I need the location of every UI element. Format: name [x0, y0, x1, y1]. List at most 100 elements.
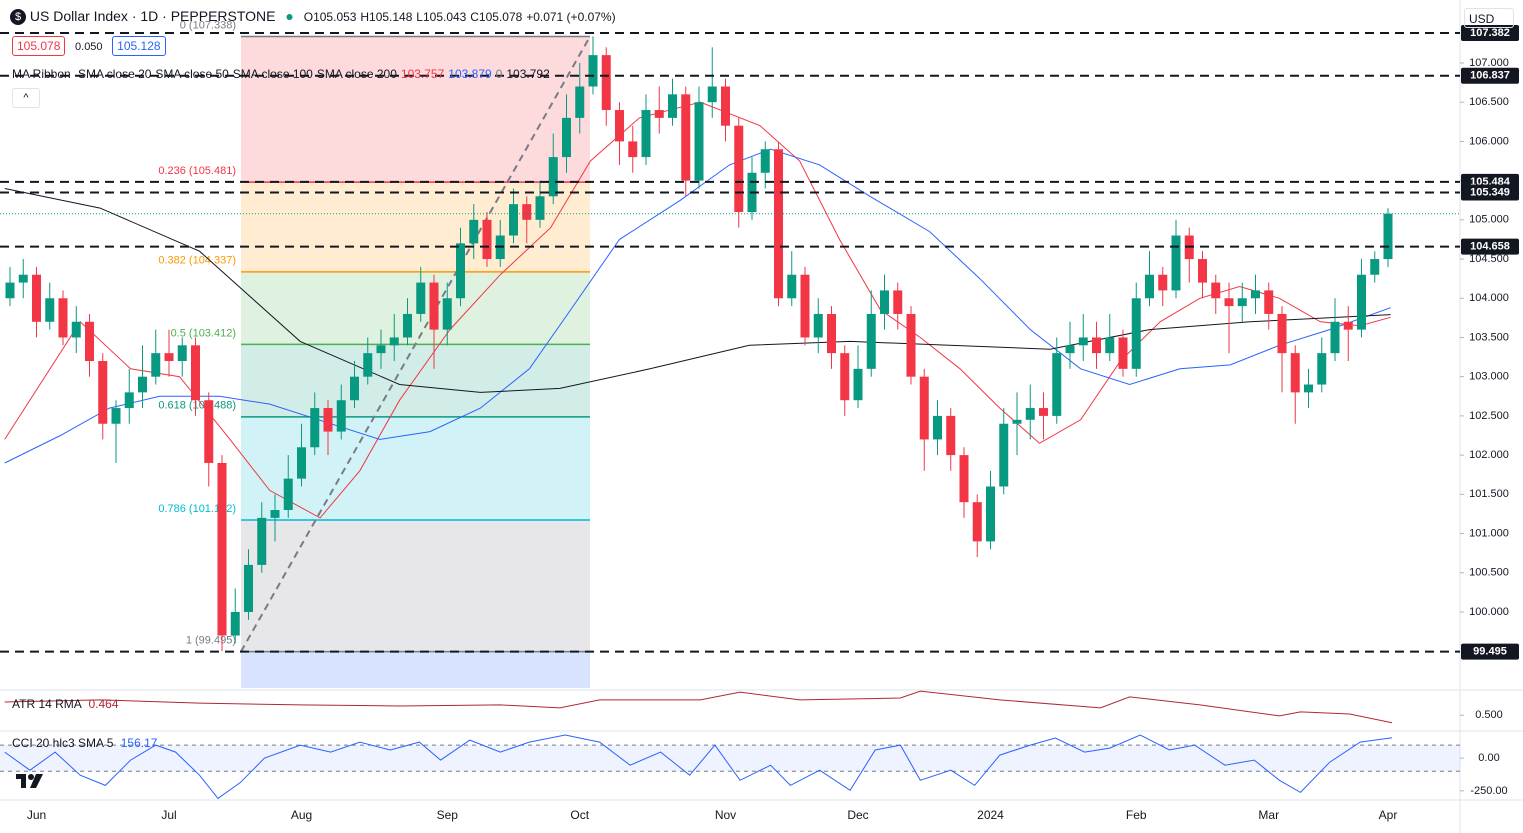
y-tick-label: 103.500	[1469, 331, 1509, 343]
candle-body	[760, 149, 770, 173]
symbol: US Dollar Index · 1D · PEPPERSTONE	[29, 8, 276, 24]
candle-body	[880, 290, 890, 314]
candle-body	[32, 274, 42, 322]
candle-body	[5, 282, 15, 299]
candle-body	[853, 368, 863, 401]
tv-logo	[16, 774, 43, 788]
candle-body	[45, 298, 55, 322]
candle-body	[1198, 259, 1208, 283]
candle-body	[946, 415, 956, 456]
ma-name: SMA close 20	[78, 67, 152, 81]
candle-body	[721, 86, 731, 126]
candle-body	[681, 94, 691, 181]
candle-body	[1370, 259, 1380, 275]
candle-body	[893, 290, 903, 314]
candle-body	[244, 564, 254, 612]
candle-body	[800, 274, 810, 338]
cci-title: CCI 20 hlc3 SMA 5	[12, 736, 114, 750]
fib-label: 0 (107.338)	[180, 19, 236, 31]
candle-body	[257, 517, 267, 565]
level-label-bg	[1461, 238, 1519, 255]
fib-label: 0.236 (105.481)	[158, 165, 236, 177]
ohlc-open: O105.053	[303, 10, 357, 24]
candle-body	[694, 102, 704, 181]
collapse-button[interactable]: ^	[12, 88, 40, 108]
y-tick-label: 102.000	[1469, 449, 1509, 461]
ma-name: SMA close 200	[316, 67, 397, 81]
candle-body	[840, 353, 850, 401]
candle-body	[522, 204, 532, 220]
y-tick-label: 101.000	[1469, 527, 1509, 539]
candle-body	[363, 353, 373, 377]
currency-select[interactable]: USD	[1464, 8, 1514, 28]
status-dot: ●	[285, 8, 294, 24]
candle-body	[999, 423, 1009, 487]
candle-body	[548, 157, 558, 197]
ohlc-change: +0.071 (+0.07%)	[526, 10, 616, 24]
y-tick-label: 104.500	[1469, 253, 1509, 265]
candle-body	[58, 298, 68, 338]
level-label: 106.837	[1470, 70, 1510, 82]
candle-body	[98, 360, 108, 424]
level-label: 107.382	[1470, 27, 1510, 39]
candle-body	[787, 274, 797, 299]
candle-body	[1304, 384, 1313, 393]
candle-body	[628, 141, 638, 158]
candle-body	[919, 376, 929, 440]
ohlc-close: C105.078	[470, 10, 523, 24]
cci-legend: CCI 20 hlc3 SMA 5 156.17	[12, 736, 157, 750]
fib-band	[241, 416, 590, 521]
candle-body	[85, 321, 95, 361]
fib-label: 0.382 (104.337)	[158, 255, 236, 267]
candle-body	[1158, 274, 1168, 291]
candle-body	[177, 345, 187, 361]
candle-body	[1290, 353, 1300, 393]
level-label-bg	[1461, 643, 1519, 660]
candle-body	[1039, 408, 1049, 416]
candle-body	[1065, 345, 1075, 354]
ohlc-high: H105.148	[360, 10, 413, 24]
level-label-bg	[1461, 25, 1519, 42]
x-tick-label: Apr	[1379, 808, 1398, 822]
x-tick-label: Jun	[27, 808, 46, 822]
candle-body	[588, 55, 598, 87]
ma-title: MA Ribbon	[12, 67, 71, 81]
candle-body	[827, 313, 837, 354]
x-tick-label: Mar	[1258, 808, 1279, 822]
candle-body	[350, 376, 360, 401]
fib-label: 0.5 (103.412)	[171, 327, 236, 339]
ask[interactable]: 105.128	[112, 36, 166, 56]
level-label-bg	[1461, 67, 1519, 84]
candle-body	[336, 400, 346, 432]
ma-line	[4, 101, 1391, 519]
atr-line	[4, 690, 1393, 724]
y-tick-label: 100.500	[1469, 567, 1509, 579]
y-tick-label: 103.000	[1469, 371, 1509, 383]
fib-band	[241, 520, 590, 652]
fib-band	[241, 344, 590, 417]
ohlc-low: L105.043	[416, 10, 467, 24]
candle-body	[1211, 282, 1221, 299]
candle-body	[217, 462, 227, 636]
candle-body	[1356, 274, 1366, 330]
candle-body	[668, 94, 678, 118]
candle-body	[774, 149, 784, 299]
symbol-icon: $	[10, 9, 26, 26]
candle-body	[1264, 290, 1274, 314]
candle-body	[1118, 337, 1128, 369]
candle-body	[654, 110, 664, 118]
candle-body	[456, 243, 466, 299]
candle-body	[323, 408, 333, 432]
candle-body	[71, 321, 81, 338]
candle-body	[1237, 298, 1247, 307]
fib-extension	[241, 651, 590, 688]
bid[interactable]: 105.078	[12, 36, 66, 56]
ma-legend: MA Ribbon SMA close 20 SMA close 50 SMA cl…	[12, 67, 550, 81]
candle-body	[575, 86, 585, 118]
cci-line	[4, 734, 1393, 800]
atr-tick-label: 0.500	[1475, 709, 1503, 721]
spread: 0.050	[75, 41, 103, 53]
candle-body	[562, 117, 572, 158]
candle-body	[906, 313, 916, 377]
